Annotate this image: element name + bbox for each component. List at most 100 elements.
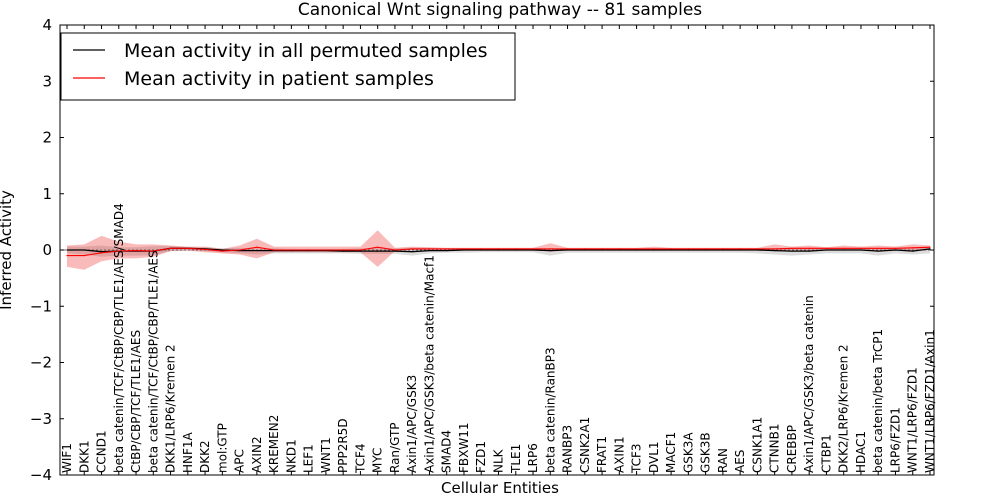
category-label-30: CSNK2A1 [578,417,592,473]
series-0-point-50 [929,248,931,250]
category-label-21: Axin1/APC/GSK3/beta catenin/Macf1 [423,255,437,473]
series-1-point-33 [636,248,638,250]
category-label-8: DKK2 [198,440,212,473]
category-label-9: mol:GTP [215,423,229,473]
series-1-point-6 [170,247,172,249]
category-label-26: TLE1 [509,444,523,474]
series-0-point-24 [480,249,482,251]
series-1-point-25 [497,248,500,250]
series-0-point-32 [618,249,620,251]
y-tick-label-7: 3 [42,72,52,90]
series-1-point-48 [894,247,897,249]
category-label-1: DKK1 [77,440,91,473]
series-0-point-0 [66,249,68,251]
series-1-point-36 [687,248,690,250]
series-1-point-23 [463,248,465,250]
series-1-point-4 [135,250,137,252]
series-1-point-43 [808,247,810,249]
series-0-point-41 [774,250,776,252]
category-label-39: AES [733,450,747,473]
category-label-22: SMAD4 [440,430,454,473]
series-1-point-32 [618,248,620,250]
category-label-14: LEF1 [302,444,316,473]
category-label-13: NKD1 [284,439,298,473]
category-label-2: CCND1 [95,430,109,473]
series-1-point-39 [739,248,741,250]
series-1-point-9 [221,250,223,252]
category-label-34: DVL1 [647,441,661,473]
series-0-point-37 [705,249,707,251]
series-0-point-46 [860,249,862,251]
category-label-10: APC [233,449,247,473]
series-1-point-10 [239,249,241,251]
series-1-point-16 [342,249,344,251]
series-1-point-1 [83,255,85,257]
series-1-point-17 [359,249,361,251]
series-1-point-11 [256,246,258,248]
series-1-point-28 [549,248,551,250]
series-0-point-49 [912,250,914,252]
series-0-point-35 [670,249,672,251]
category-label-29: RANBP3 [561,425,575,473]
category-label-4: CtBP/CBP/TCF/TLE1/AES [129,330,143,473]
series-0-point-20 [411,251,413,253]
series-1-point-12 [273,249,275,251]
series-0-point-25 [497,249,500,251]
series-0-point-39 [739,249,741,251]
category-label-38: RAN [716,448,730,473]
category-label-23: FBXW11 [457,423,471,474]
series-1-point-18 [377,246,379,248]
y-tick-label-5: 1 [42,185,52,203]
series-0-point-17 [359,250,361,252]
series-0-point-21 [428,250,431,252]
series-1-point-29 [566,248,569,250]
category-label-43: Axin1/APC/GSK3/beta catenin [802,295,816,473]
series-0-point-43 [808,250,810,252]
series-1-point-15 [325,249,327,251]
y-axis-label: Inferred Activity [0,190,15,310]
category-label-12: KREMEN2 [267,415,281,473]
series-0-point-28 [549,250,551,252]
series-1-point-3 [118,250,120,252]
y-tick-label-6: 2 [42,129,52,147]
series-1-point-21 [428,248,431,250]
series-0-point-1 [83,249,85,251]
series-1-point-22 [446,248,448,250]
series-1-point-31 [601,248,603,250]
legend-label-patient: Mean activity in patient samples [124,68,434,90]
category-label-3: beta catenin/TCF/CtBP/CBP/TLE1/AES/SMAD4 [112,203,126,473]
category-label-41: CTNNB1 [768,423,782,473]
series-1-point-24 [480,248,482,250]
series-1-point-38 [722,248,724,250]
category-label-48: LRP6/FZD1 [889,407,903,473]
category-label-44: CTBP1 [819,434,833,473]
series-0-point-45 [843,249,845,251]
category-label-32: AXIN1 [612,436,626,473]
series-0-point-48 [894,249,897,251]
category-label-49: WNT1/LRP6/FZD1 [906,367,920,473]
series-0-point-38 [722,249,724,251]
series-1-point-2 [100,252,103,254]
legend-label-permuted: Mean activity in all permuted samples [124,40,487,62]
series-1-point-46 [860,247,862,249]
category-label-46: HDAC1 [854,431,868,473]
series-0-point-16 [342,250,344,252]
series-0-point-18 [377,250,379,252]
category-label-11: AXIN2 [250,436,264,473]
series-1-point-26 [515,248,517,250]
y-tick-label-2: −2 [30,354,52,372]
series-0-point-44 [825,249,828,251]
series-1-point-47 [877,247,879,249]
category-label-40: CSNK1A1 [750,417,764,473]
series-0-point-36 [687,249,690,251]
legend-box [60,32,516,101]
category-label-31: FRAT1 [595,436,609,473]
y-tick-label-4: 0 [42,241,52,259]
series-1-point-42 [791,247,793,249]
category-label-37: GSK3B [699,432,713,473]
plot-frame [59,24,935,476]
category-label-25: NLK [492,448,506,473]
category-label-7: HNF1A [181,431,195,473]
category-label-24: FZD1 [474,441,488,473]
